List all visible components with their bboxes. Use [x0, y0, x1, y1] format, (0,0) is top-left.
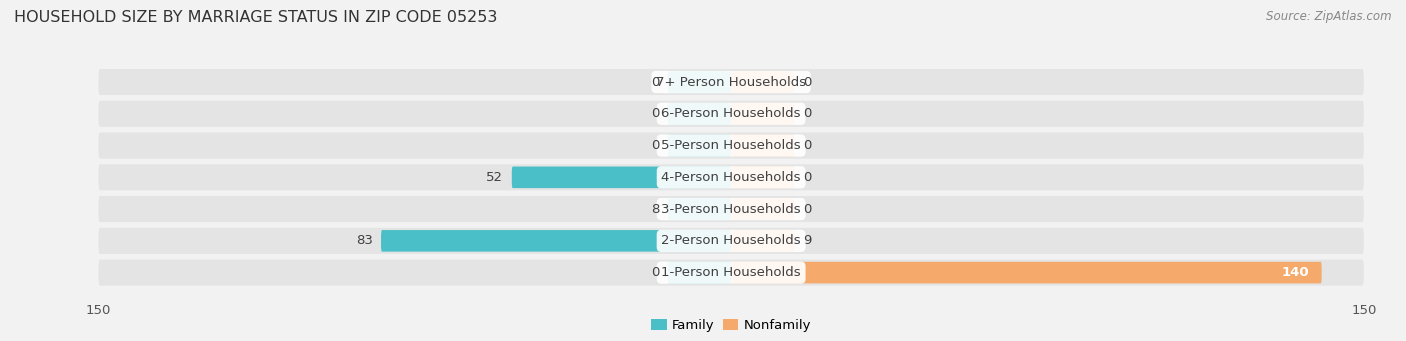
FancyBboxPatch shape [98, 196, 1364, 222]
FancyBboxPatch shape [98, 228, 1364, 254]
Text: 0: 0 [803, 107, 811, 120]
FancyBboxPatch shape [668, 262, 731, 283]
Text: 9: 9 [803, 234, 811, 247]
FancyBboxPatch shape [381, 230, 731, 252]
FancyBboxPatch shape [98, 133, 1364, 159]
FancyBboxPatch shape [731, 262, 1322, 283]
FancyBboxPatch shape [731, 198, 794, 220]
Text: 0: 0 [651, 266, 659, 279]
Text: Source: ZipAtlas.com: Source: ZipAtlas.com [1267, 10, 1392, 23]
FancyBboxPatch shape [668, 71, 731, 93]
FancyBboxPatch shape [98, 164, 1364, 190]
FancyBboxPatch shape [668, 135, 731, 157]
Text: 52: 52 [486, 171, 503, 184]
FancyBboxPatch shape [98, 260, 1364, 286]
Text: 2-Person Households: 2-Person Households [661, 234, 801, 247]
FancyBboxPatch shape [98, 69, 1364, 95]
FancyBboxPatch shape [731, 135, 794, 157]
Text: 6-Person Households: 6-Person Households [661, 107, 801, 120]
Text: 0: 0 [803, 75, 811, 89]
FancyBboxPatch shape [98, 101, 1364, 127]
FancyBboxPatch shape [731, 103, 794, 124]
Text: 7+ Person Households: 7+ Person Households [657, 75, 806, 89]
FancyBboxPatch shape [512, 166, 731, 188]
FancyBboxPatch shape [668, 103, 731, 124]
Text: 5-Person Households: 5-Person Households [661, 139, 801, 152]
FancyBboxPatch shape [668, 198, 731, 220]
Text: 0: 0 [803, 139, 811, 152]
FancyBboxPatch shape [731, 166, 794, 188]
Text: 83: 83 [356, 234, 373, 247]
Text: 0: 0 [651, 75, 659, 89]
Text: 140: 140 [1281, 266, 1309, 279]
Text: HOUSEHOLD SIZE BY MARRIAGE STATUS IN ZIP CODE 05253: HOUSEHOLD SIZE BY MARRIAGE STATUS IN ZIP… [14, 10, 498, 25]
FancyBboxPatch shape [731, 230, 794, 252]
Text: 3-Person Households: 3-Person Households [661, 203, 801, 216]
Text: 0: 0 [651, 107, 659, 120]
Text: 8: 8 [651, 203, 659, 216]
Text: 0: 0 [651, 139, 659, 152]
Text: 1-Person Households: 1-Person Households [661, 266, 801, 279]
Text: 0: 0 [803, 171, 811, 184]
Text: 0: 0 [803, 203, 811, 216]
Legend: Family, Nonfamily: Family, Nonfamily [645, 314, 817, 338]
FancyBboxPatch shape [731, 71, 794, 93]
Text: 4-Person Households: 4-Person Households [661, 171, 801, 184]
